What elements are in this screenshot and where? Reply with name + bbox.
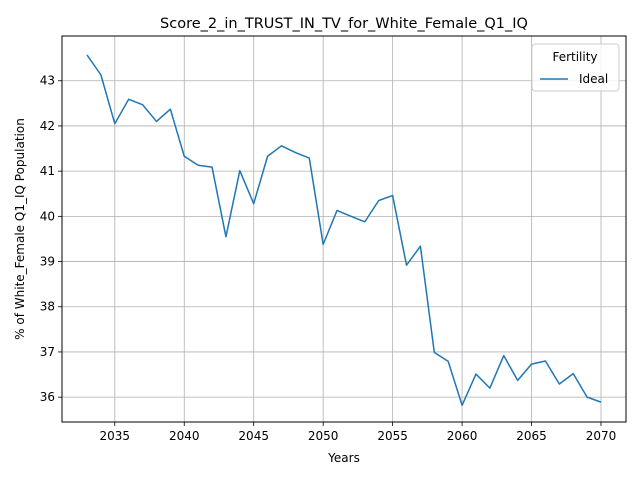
x-tick-label: 2065 bbox=[516, 429, 547, 443]
y-tick-label: 43 bbox=[40, 74, 55, 88]
y-axis-ticks: 36 37 38 39 40 41 42 43 bbox=[40, 74, 62, 404]
legend-title: Fertility bbox=[552, 50, 597, 64]
y-tick-label: 37 bbox=[40, 345, 55, 359]
y-tick-label: 36 bbox=[40, 390, 55, 404]
y-tick-label: 40 bbox=[40, 209, 55, 223]
x-tick-label: 2060 bbox=[447, 429, 478, 443]
x-tick-label: 2050 bbox=[308, 429, 339, 443]
legend: Fertility Ideal bbox=[531, 43, 620, 92]
x-tick-label: 2040 bbox=[169, 429, 200, 443]
x-axis-label: Years bbox=[327, 451, 360, 465]
y-tick-label: 38 bbox=[40, 300, 55, 314]
chart-title: Score_2_in_TRUST_IN_TV_for_White_Female_… bbox=[160, 16, 528, 32]
grid-lines bbox=[62, 36, 626, 422]
y-tick-label: 39 bbox=[40, 255, 55, 269]
x-tick-label: 2035 bbox=[100, 429, 131, 443]
y-tick-label: 42 bbox=[40, 119, 55, 133]
series-line-ideal bbox=[86, 54, 602, 407]
y-axis-label: % of White_Female Q1_IQ Population bbox=[13, 118, 27, 340]
x-tick-label: 2045 bbox=[238, 429, 269, 443]
y-tick-label: 41 bbox=[40, 164, 55, 178]
x-tick-label: 2055 bbox=[377, 429, 408, 443]
x-tick-label: 2070 bbox=[586, 429, 617, 443]
x-axis-ticks: 2035 2040 2045 2050 2055 2060 2065 2070 bbox=[100, 422, 617, 443]
legend-label-ideal: Ideal bbox=[579, 72, 608, 86]
series-lines bbox=[86, 54, 602, 407]
plot-area-frame bbox=[61, 35, 627, 423]
